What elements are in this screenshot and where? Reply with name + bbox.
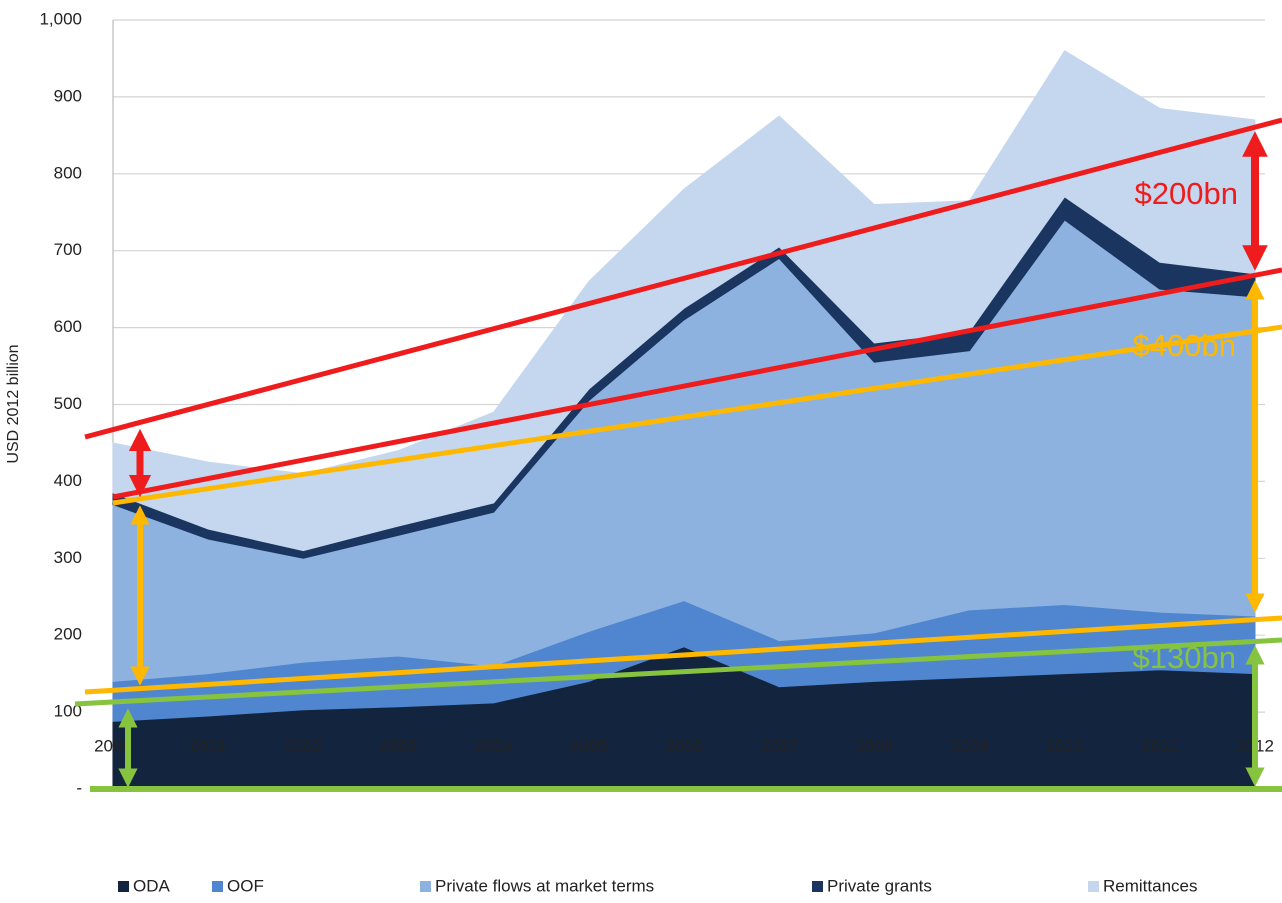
x-tick-label: 2001: [189, 736, 227, 755]
y-tick-label: 300: [54, 548, 82, 567]
y-tick-label: 800: [54, 163, 82, 182]
annotation: $130bn: [1133, 640, 1236, 675]
trend-line: [84, 615, 1282, 695]
legend-label: Remittances: [1103, 876, 1197, 895]
y-tick-label: 400: [54, 471, 82, 490]
legend-swatch: [420, 881, 431, 892]
y-axis-label: USD 2012 billion: [5, 344, 22, 463]
legend-swatch: [1088, 881, 1099, 892]
legend-label: Private grants: [827, 876, 932, 895]
x-tick-label: 2007: [760, 736, 798, 755]
y-tick-label: 200: [54, 625, 82, 644]
y-tick-label: 1,000: [39, 9, 82, 28]
x-tick-label: 2008: [855, 736, 893, 755]
y-tick-label: 700: [54, 240, 82, 259]
x-tick-label: 2011: [1142, 736, 1179, 755]
trend-line: [112, 324, 1282, 506]
annotation: $200bn: [1135, 176, 1238, 211]
trend-line: [112, 267, 1282, 500]
y-tick-label: -: [76, 778, 82, 797]
annotation: $400bn: [1133, 328, 1236, 363]
x-tick-label: 2009: [951, 736, 989, 755]
legend-swatch: [812, 881, 823, 892]
legend-label: OOF: [227, 876, 264, 895]
x-tick-label: 2006: [665, 736, 703, 755]
x-tick-label: 2002: [284, 736, 322, 755]
y-tick-label: 100: [54, 702, 82, 721]
x-tick-label: 2010: [1046, 736, 1084, 755]
legend-swatch: [118, 881, 129, 892]
legend-label: Private flows at market terms: [435, 876, 654, 895]
x-tick-label: 2004: [475, 736, 513, 755]
annotation-layer: $200bn $400bn $130bn: [74, 117, 1282, 792]
legend-swatch: [212, 881, 223, 892]
x-tick-label: 2005: [570, 736, 608, 755]
y-tick-label: 500: [54, 394, 82, 413]
trend-line: [74, 637, 1282, 707]
x-tick-label: 2003: [380, 736, 418, 755]
trend-line: [84, 117, 1282, 440]
legend-label: ODA: [133, 876, 171, 895]
y-tick-label: 600: [54, 317, 82, 336]
y-tick-label: 900: [54, 86, 82, 105]
